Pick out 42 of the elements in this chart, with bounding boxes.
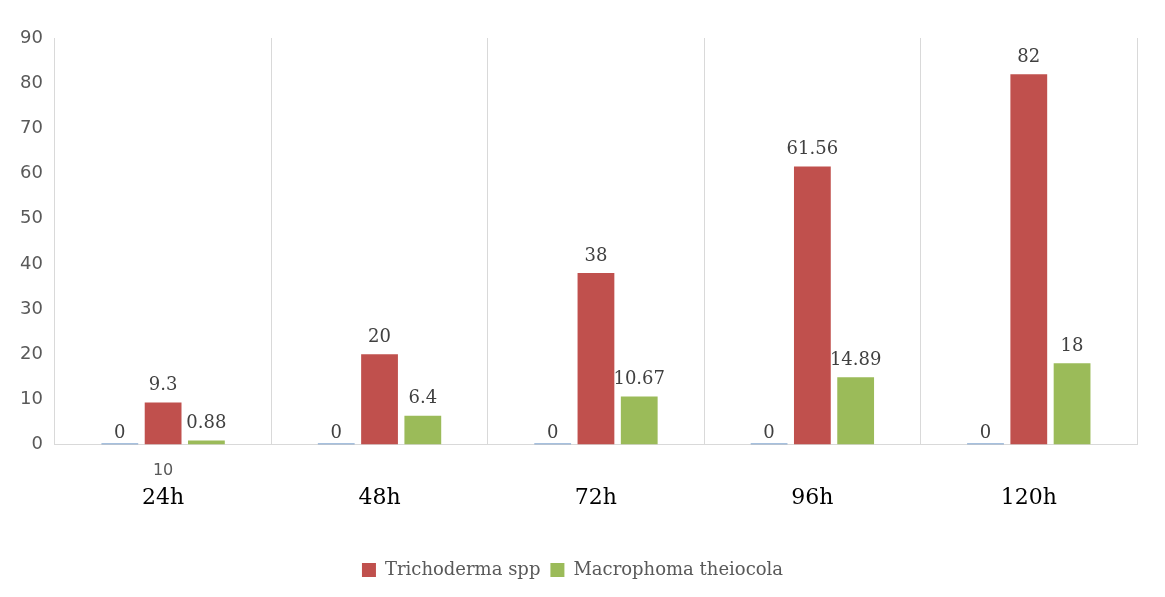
bar xyxy=(577,272,615,445)
x-tick-label: 24h xyxy=(142,483,185,509)
bar xyxy=(1053,363,1091,445)
data-label: 20 xyxy=(368,324,391,346)
bar xyxy=(144,402,182,445)
data-label: 0 xyxy=(763,421,775,443)
y-tick-label: 10 xyxy=(20,387,43,409)
data-label: 9.3 xyxy=(148,373,178,395)
x-tick-label: 72h xyxy=(574,483,618,509)
bar xyxy=(793,166,831,445)
data-label: 0 xyxy=(979,421,992,443)
data-label: 0.88 xyxy=(186,411,227,433)
data-label: 38 xyxy=(584,243,608,265)
y-tick-label: 0 xyxy=(31,432,43,454)
y-tick-label: 70 xyxy=(20,116,43,138)
bar xyxy=(620,396,658,445)
legend-label: Trichoderma spp xyxy=(384,557,541,579)
y-tick-label: 30 xyxy=(20,296,43,318)
data-label: 61.56 xyxy=(786,137,839,159)
data-label: 0 xyxy=(546,421,559,443)
text: 10 xyxy=(152,459,174,479)
legend-label: Macrophoma theiocola xyxy=(573,557,784,579)
y-tick-label: 20 xyxy=(20,341,43,363)
bar xyxy=(837,377,875,445)
y-tick-label: 60 xyxy=(20,161,43,183)
x-tick-label: 120h xyxy=(1000,483,1057,509)
y-tick-label: 50 xyxy=(20,206,43,228)
y-tick-label: 80 xyxy=(20,70,43,92)
data-label: 0 xyxy=(114,421,126,443)
data-label: 82 xyxy=(1017,44,1041,66)
data-label: 0 xyxy=(330,421,342,443)
x-tick-label: 96h xyxy=(791,483,834,509)
y-tick-label: 90 xyxy=(20,25,43,47)
data-label: 10.67 xyxy=(613,367,665,389)
bar xyxy=(1010,74,1048,445)
data-label: 14.89 xyxy=(829,348,882,369)
bar xyxy=(361,354,398,445)
x-tick-label: 48h xyxy=(358,483,401,509)
data-label: 6.4 xyxy=(408,386,438,408)
data-label: 18 xyxy=(1060,333,1084,355)
y-tick-label: 40 xyxy=(20,251,43,273)
bar xyxy=(404,415,442,445)
